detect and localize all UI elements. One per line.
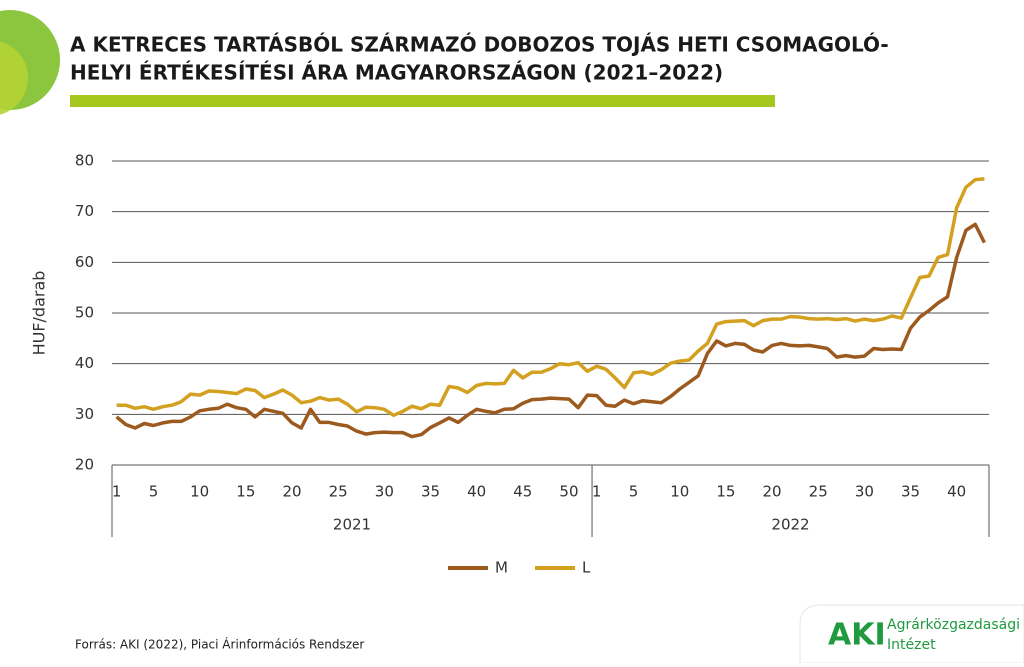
decor-circle xyxy=(0,41,28,115)
x-tick-label: 45 xyxy=(513,483,532,501)
source: Forrás: AKI (2022), Piaci Árinformációs … xyxy=(75,637,364,652)
x-tick-label: 40 xyxy=(947,483,966,501)
x-tick-label: 5 xyxy=(629,483,639,501)
x-tick-label: 15 xyxy=(236,483,255,501)
series-line xyxy=(115,222,986,439)
y-axis-label: HUF/darab xyxy=(30,271,49,356)
y-tick-label: 70 xyxy=(75,202,94,220)
x-tick-label: 25 xyxy=(809,483,828,501)
chart-title: HELYI ÉRTÉKESÍTÉSI ÁRA MAGYARORSZÁGON (2… xyxy=(70,61,723,85)
x-tick-label: 40 xyxy=(467,483,486,501)
logo-text: Intézet xyxy=(887,637,936,653)
x-tick-label: 25 xyxy=(329,483,348,501)
logo-text: Agrárközgazdasági xyxy=(887,617,1020,633)
legend-label: L xyxy=(582,559,591,577)
x-tick-label: 30 xyxy=(375,483,394,501)
x-tick-label: 5 xyxy=(149,483,159,501)
x-tick-label: 10 xyxy=(670,483,689,501)
x-tick-label: 10 xyxy=(190,483,209,501)
x-tick-label: 50 xyxy=(559,483,578,501)
x-tick-label: 30 xyxy=(855,483,874,501)
x-tick-label: 15 xyxy=(716,483,735,501)
chart-title: A KETRECES TARTÁSBÓL SZÁRMAZÓ DOBOZOS TO… xyxy=(70,33,889,57)
x-tick-label: 1 xyxy=(112,483,122,501)
y-tick-label: 20 xyxy=(75,456,94,474)
group-label: 2022 xyxy=(771,516,809,534)
y-tick-label: 40 xyxy=(75,354,94,372)
y-tick-label: 60 xyxy=(75,253,94,271)
x-tick-label: 1 xyxy=(592,483,602,501)
y-tick-label: 30 xyxy=(75,405,94,423)
x-tick-label: 35 xyxy=(421,483,440,501)
y-tick-label: 80 xyxy=(75,152,94,170)
x-tick-label: 20 xyxy=(763,483,782,501)
y-tick-label: 50 xyxy=(75,304,94,322)
x-tick-label: 35 xyxy=(901,483,920,501)
group-label: 2021 xyxy=(333,516,371,534)
series-line xyxy=(116,176,985,418)
logo-mark: AKI xyxy=(828,618,886,653)
legend-label: M xyxy=(495,559,508,577)
x-tick-label: 20 xyxy=(282,483,301,501)
title-underline xyxy=(70,95,775,107)
logo-box xyxy=(799,604,1024,664)
